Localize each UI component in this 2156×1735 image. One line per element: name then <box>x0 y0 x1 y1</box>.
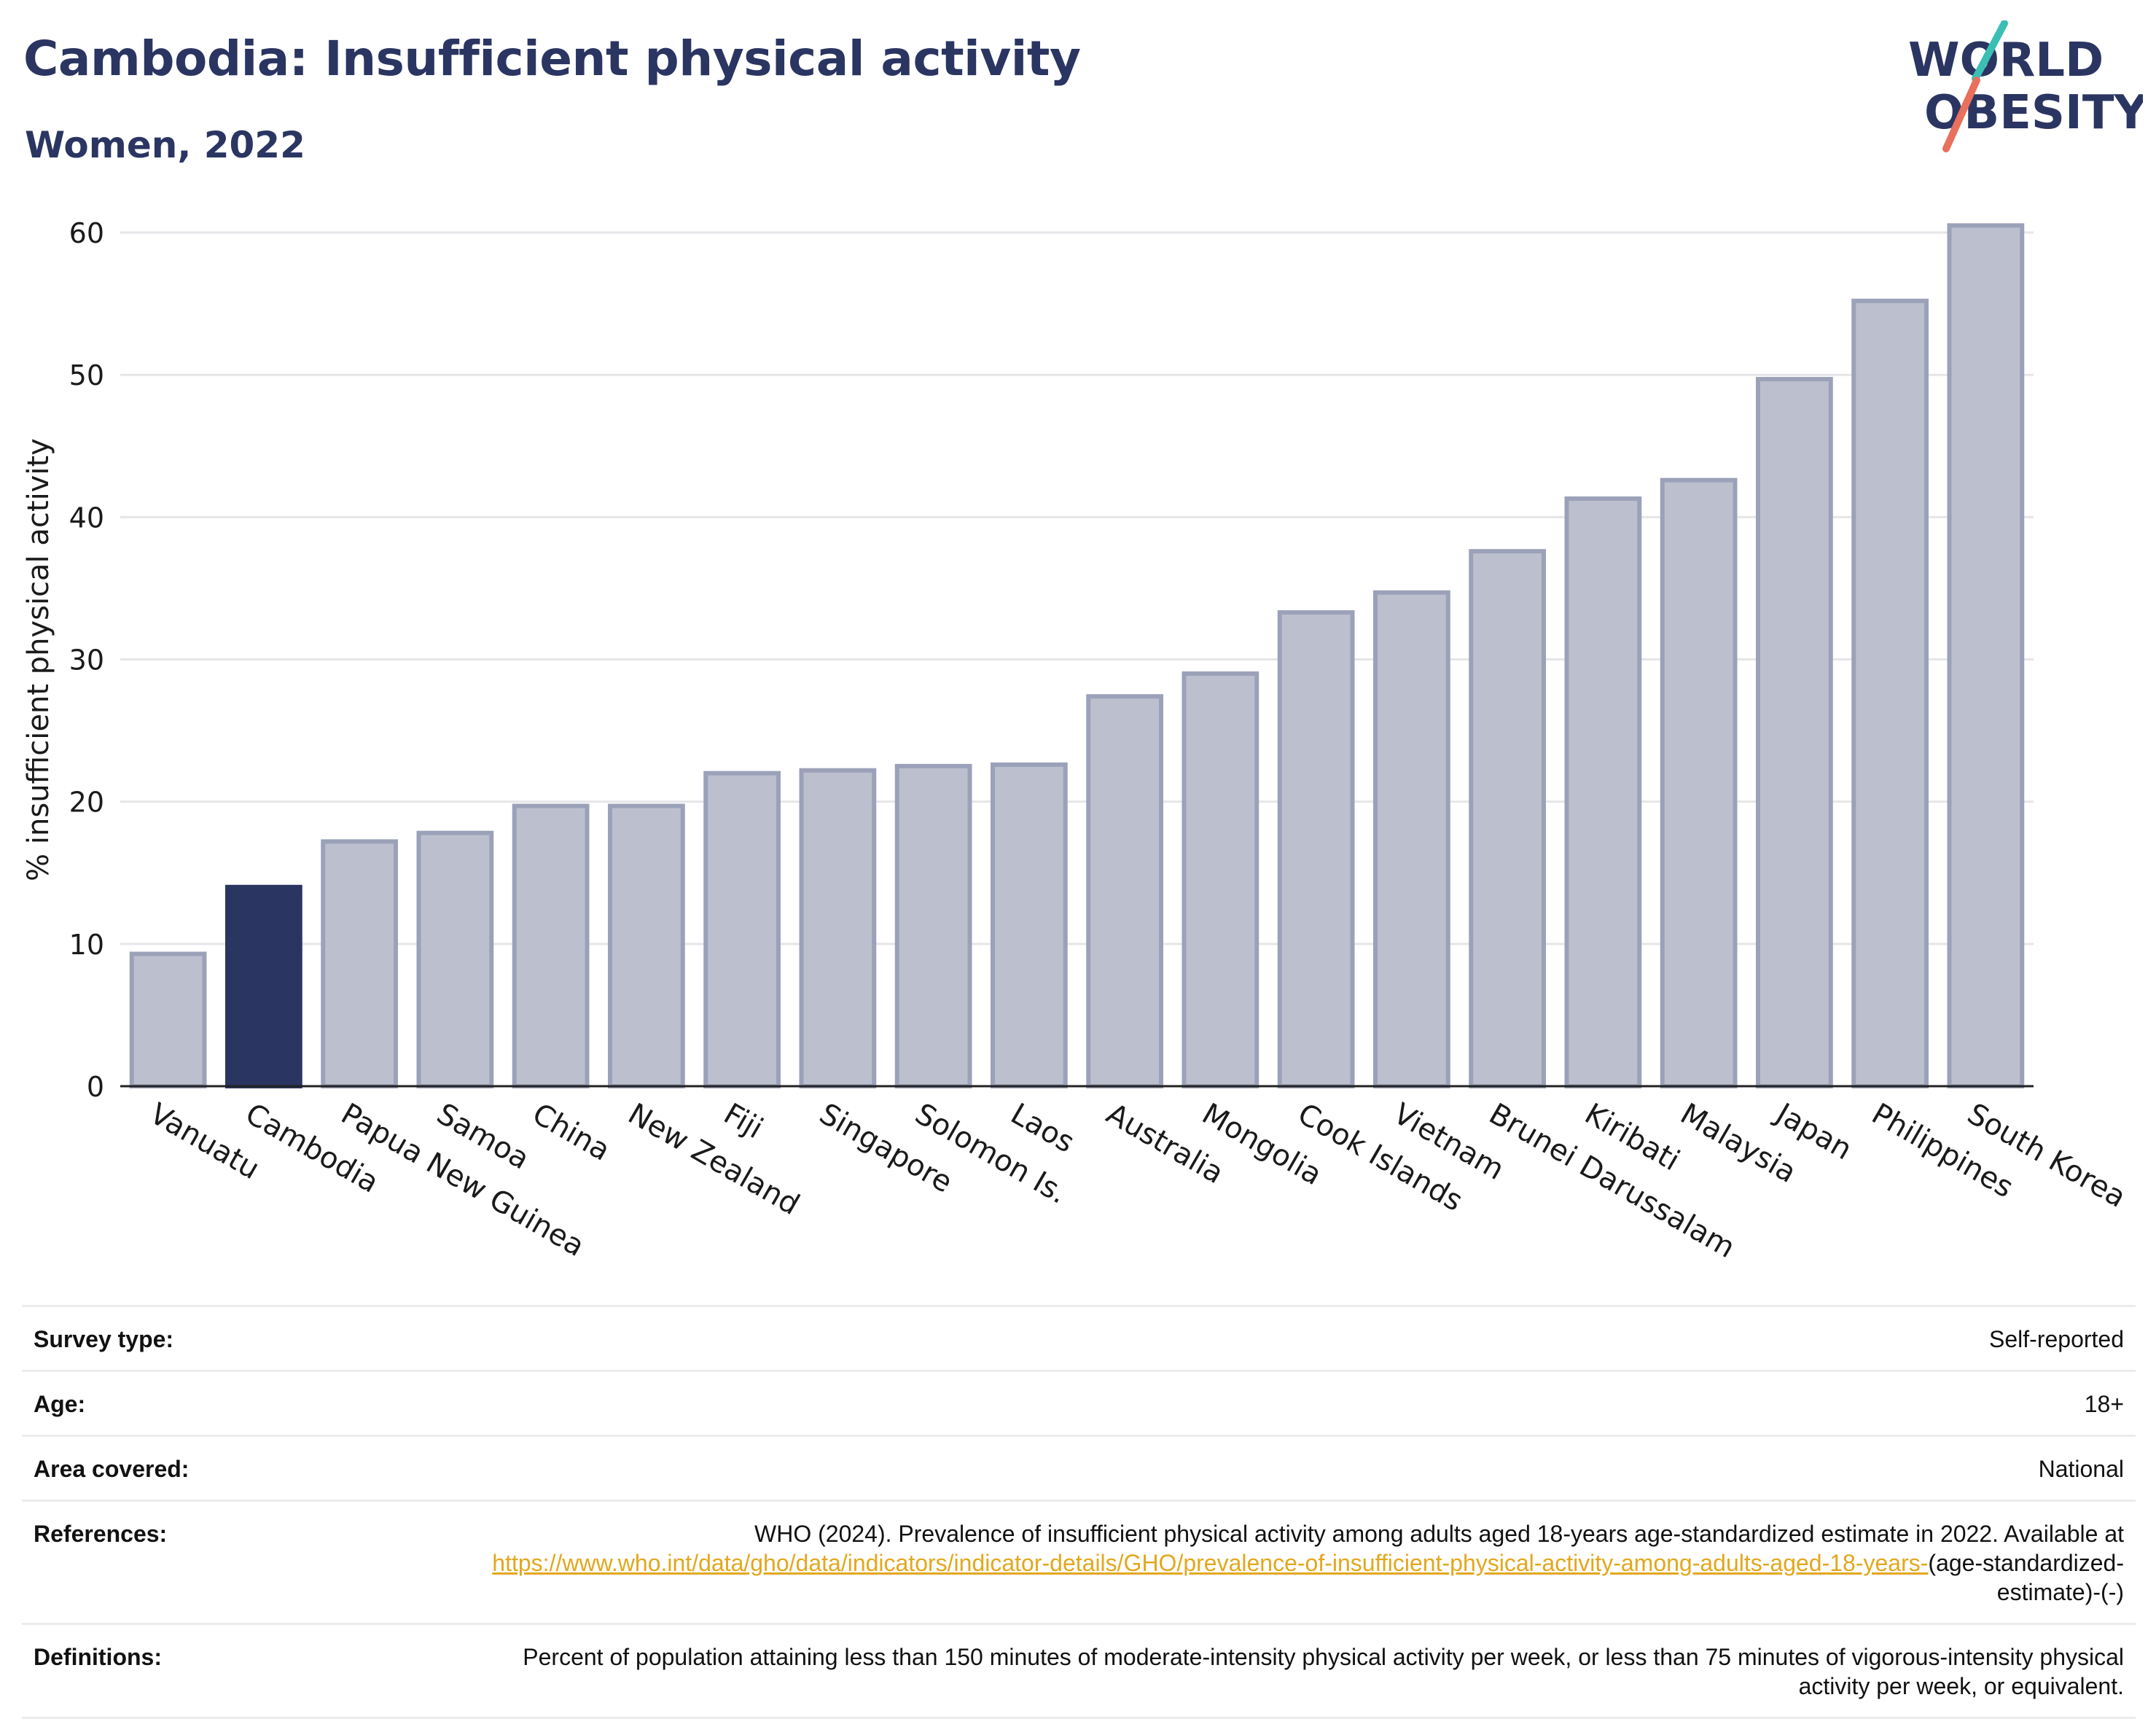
y-axis-label: % insufficient physical activity <box>22 438 55 881</box>
y-tick-label: 0 <box>87 1071 104 1103</box>
info-row-area: Area covered: National <box>22 1435 2136 1500</box>
y-axis-ticks: 0 10 20 30 40 50 60 <box>69 217 104 1103</box>
references-suffix: (age-standardized-estimate)-(-) <box>1928 1550 2124 1605</box>
bar-mongolia <box>1181 671 1259 1088</box>
logo-slash-coral <box>1942 77 1980 152</box>
world-obesity-logo: WORLD OBESITY <box>1908 20 2143 152</box>
references-value: WHO (2024). Prevalence of insufficient p… <box>448 1519 2124 1607</box>
grid-lines <box>120 231 2034 946</box>
area-label: Area covered: <box>34 1456 190 1482</box>
x-tick-label: Fiji <box>718 1097 768 1146</box>
info-table: Survey type: Self-reported Age: 18+ Area… <box>22 1305 2136 1719</box>
area-value: National <box>2038 1456 2124 1482</box>
x-tick-label: South Korea <box>1961 1097 2131 1214</box>
info-row-survey-type: Survey type: Self-reported <box>22 1305 2136 1370</box>
survey-type-label: Survey type: <box>34 1326 174 1352</box>
bar-malaysia <box>1660 477 1738 1088</box>
y-tick-label: 50 <box>69 359 104 391</box>
x-tick-label: Vanuatu <box>144 1097 265 1186</box>
bar-laos <box>991 762 1068 1088</box>
bar-new-zealand <box>608 803 685 1089</box>
x-tick-label: New Zealand <box>622 1097 805 1222</box>
bar-cambodia <box>225 884 302 1088</box>
bar-china <box>512 803 590 1089</box>
x-tick-label: China <box>527 1097 616 1168</box>
bars <box>129 223 2025 1089</box>
age-label: Age: <box>34 1391 86 1417</box>
y-tick-label: 20 <box>69 787 104 819</box>
y-tick-label: 60 <box>69 217 104 249</box>
bar-kiribati <box>1564 496 1642 1088</box>
logo-slash-teal <box>1972 20 2008 82</box>
chart-title: Cambodia: Insufficient physical activity <box>23 31 1081 87</box>
bar-cook-islands <box>1277 610 1355 1088</box>
references-label: References: <box>34 1521 168 1547</box>
definitions-value: Percent of population attaining less tha… <box>523 1644 2124 1699</box>
references-link[interactable]: https://www.who.int/data/gho/data/indica… <box>492 1550 1929 1576</box>
bar-south-korea <box>1947 223 2025 1089</box>
chart-subtitle: Women, 2022 <box>25 124 305 166</box>
bar-samoa <box>416 830 494 1088</box>
info-row-definitions: Definitions: Percent of population attai… <box>22 1623 2136 1719</box>
age-value: 18+ <box>2084 1391 2124 1417</box>
bar-vietnam <box>1373 590 1450 1088</box>
y-tick-label: 30 <box>69 644 104 677</box>
bar-fiji <box>703 771 781 1088</box>
bar-solomon-is <box>894 763 972 1088</box>
bar-australia <box>1086 694 1163 1088</box>
bar-philippines <box>1851 298 1929 1088</box>
references-text: WHO (2024). Prevalence of insufficient p… <box>754 1521 2124 1547</box>
bar-brunei-darussalam <box>1469 549 1546 1088</box>
y-tick-label: 40 <box>69 502 104 534</box>
bar-japan <box>1756 377 1833 1088</box>
logo-line-world: WORLD <box>1908 34 2104 87</box>
y-tick-label: 10 <box>69 929 104 961</box>
info-row-age: Age: 18+ <box>22 1370 2136 1435</box>
bar-papua-new-guinea <box>321 839 398 1088</box>
survey-type-value: Self-reported <box>1989 1326 2124 1352</box>
bar-vanuatu <box>129 951 207 1088</box>
bar-singapore <box>799 768 877 1088</box>
info-row-references: References: WHO (2024). Prevalence of in… <box>22 1500 2136 1623</box>
definitions-label: Definitions: <box>34 1644 162 1670</box>
